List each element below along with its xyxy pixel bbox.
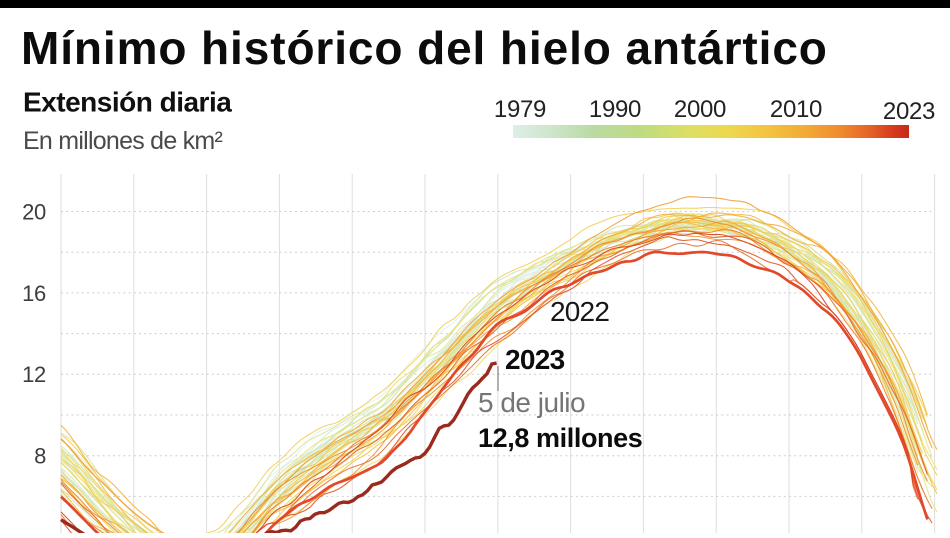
svg-text:5 de julio: 5 de julio xyxy=(478,387,585,418)
svg-text:1979: 1979 xyxy=(494,96,546,123)
svg-text:2000: 2000 xyxy=(674,96,726,123)
svg-text:20: 20 xyxy=(22,199,46,224)
svg-text:Extensión diaria: Extensión diaria xyxy=(23,87,232,118)
svg-text:Mínimo histórico del hielo ant: Mínimo histórico del hielo antártico xyxy=(21,22,828,74)
svg-text:8: 8 xyxy=(34,444,46,469)
svg-text:2023: 2023 xyxy=(505,344,565,375)
svg-text:16: 16 xyxy=(22,281,46,306)
svg-text:En millones de km²: En millones de km² xyxy=(23,127,222,155)
svg-text:2023: 2023 xyxy=(883,98,935,125)
svg-text:2010: 2010 xyxy=(770,96,822,123)
svg-text:12,8 millones: 12,8 millones xyxy=(478,423,642,453)
svg-text:1990: 1990 xyxy=(589,96,641,123)
svg-text:2022: 2022 xyxy=(550,296,609,327)
svg-text:12: 12 xyxy=(22,362,46,387)
